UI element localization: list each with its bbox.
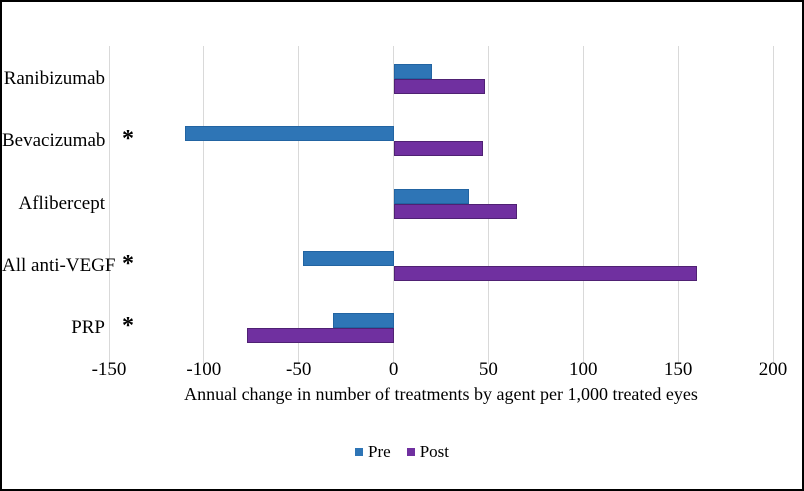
category-label-ranibizumab: Ranibizumab — [3, 68, 105, 90]
category-label-bevacizumab: Bevacizumab — [2, 130, 106, 152]
x-tick-label-0: 0 — [388, 359, 399, 380]
bar-post-prp — [247, 327, 394, 343]
gridline--100 — [203, 46, 205, 364]
x-tick-label-50: 50 — [478, 359, 498, 380]
legend-label-post: Post — [419, 442, 449, 461]
x-tick-label--100: -100 — [186, 359, 222, 380]
legend-item-post: Post — [406, 442, 449, 461]
x-tick-label-100: 100 — [569, 359, 598, 380]
legend-item-pre: Pre — [355, 443, 391, 461]
significance-asterisk-all-anti-vegf: * — [122, 250, 134, 277]
category-label-aflibercept: Aflibercept — [18, 192, 105, 214]
gridline--50 — [298, 46, 300, 364]
gridline-100 — [582, 46, 584, 364]
x-tick-label-150: 150 — [663, 359, 693, 380]
significance-asterisk-bevacizumab: * — [122, 126, 134, 153]
bar-pre-all-anti-vegf — [302, 250, 394, 266]
bar-pre-aflibercept — [393, 188, 470, 204]
bar-post-bevacizumab — [393, 141, 483, 157]
bar-pre-bevacizumab — [184, 126, 394, 142]
x-tick-label-200: 200 — [758, 359, 788, 380]
bar-post-all-anti-vegf — [393, 265, 698, 281]
legend-label-pre: Pre — [368, 442, 391, 461]
x-tick-label--50: -50 — [286, 359, 312, 380]
legend: Pre Post — [2, 443, 802, 461]
legend-swatch-post-icon — [406, 448, 415, 456]
bar-pre-prp — [332, 312, 394, 328]
legend-swatch-pre-icon — [355, 448, 364, 456]
bar-post-aflibercept — [393, 203, 517, 219]
x-axis-title: Annual change in number of treatments by… — [184, 384, 698, 404]
bar-post-ranibizumab — [393, 79, 485, 95]
bar-pre-ranibizumab — [393, 64, 432, 80]
x-tick-label--150: -150 — [91, 359, 127, 380]
category-label-all-anti-vegf: All anti-VEGF — [2, 254, 116, 276]
gridline--150 — [108, 46, 110, 364]
gridline-200 — [772, 46, 774, 364]
significance-asterisk-prp: * — [122, 312, 134, 339]
category-label-prp: PRP — [71, 316, 105, 338]
gridline-150 — [677, 46, 679, 364]
